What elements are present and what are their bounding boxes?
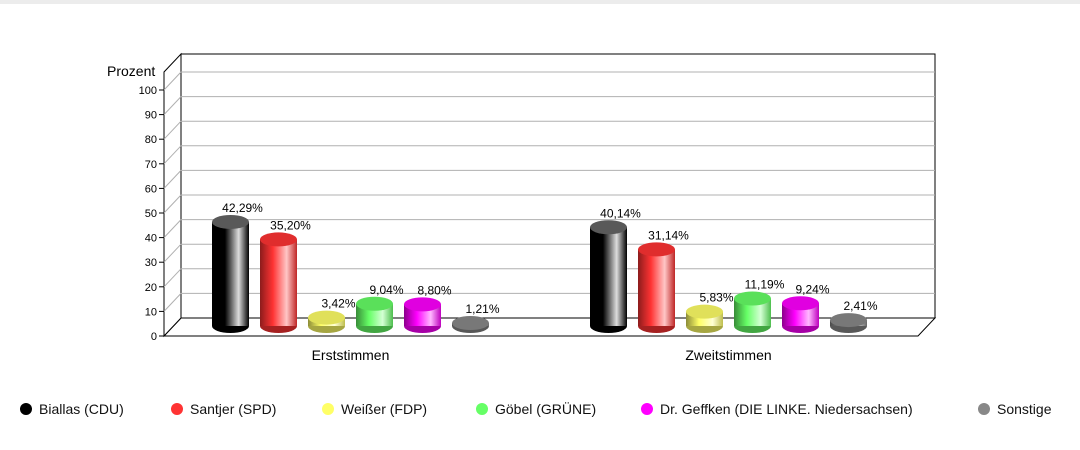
y-tick-label: 80 bbox=[145, 134, 157, 146]
chart-back-wall bbox=[180, 53, 936, 319]
bar-top bbox=[590, 220, 627, 235]
legend-label: Biallas (CDU) bbox=[39, 401, 124, 417]
data-label: 2,41% bbox=[843, 299, 877, 313]
chart-left-wall bbox=[163, 52, 182, 338]
y-tick-label: 50 bbox=[145, 208, 157, 220]
gridline-diagonal bbox=[163, 120, 182, 140]
data-label: 3,42% bbox=[321, 297, 355, 311]
y-tick-label: 30 bbox=[145, 257, 157, 269]
gridline-diagonal bbox=[163, 71, 182, 91]
legend-item: Biallas (CDU) bbox=[20, 401, 124, 417]
bar-body bbox=[638, 249, 675, 326]
gridline-diagonal bbox=[163, 243, 182, 263]
y-tick-label: 100 bbox=[139, 85, 157, 97]
data-label: 1,21% bbox=[465, 302, 499, 316]
y-tick-label: 90 bbox=[145, 110, 157, 122]
bar bbox=[782, 296, 819, 333]
bar bbox=[308, 310, 345, 333]
bar-top bbox=[734, 291, 771, 306]
data-label: 40,14% bbox=[600, 206, 641, 220]
data-label: 5,83% bbox=[699, 291, 733, 305]
legend-label: Dr. Geffken (DIE LINKE. Niedersachsen) bbox=[660, 401, 913, 417]
gridline-diagonal bbox=[163, 194, 182, 214]
bar-top bbox=[404, 297, 441, 312]
legend-item: Dr. Geffken (DIE LINKE. Niedersachsen) bbox=[641, 401, 913, 417]
gridline-diagonal bbox=[163, 219, 182, 238]
bar-body bbox=[260, 239, 297, 326]
bar bbox=[452, 316, 489, 333]
legend-item: Santjer (SPD) bbox=[171, 401, 276, 417]
legend-label: Göbel (GRÜNE) bbox=[495, 401, 597, 417]
x-category-label: Erststimmen bbox=[312, 347, 390, 363]
legend-label: Sonstige bbox=[997, 401, 1052, 417]
legend-item: Sonstige bbox=[978, 401, 1051, 417]
legend-label: Weißer (FDP) bbox=[341, 401, 428, 417]
legend-item: Göbel (GRÜNE) bbox=[476, 401, 596, 417]
gridline-diagonal bbox=[163, 293, 182, 312]
bar bbox=[260, 232, 297, 333]
bar bbox=[590, 220, 627, 333]
y-tick-label: 20 bbox=[145, 282, 157, 294]
gridline-diagonal bbox=[163, 96, 182, 115]
data-label: 11,19% bbox=[745, 277, 785, 291]
y-axis-label: Prozent bbox=[107, 63, 155, 79]
bar-top bbox=[212, 214, 249, 229]
bar bbox=[356, 296, 393, 333]
data-label: 31,14% bbox=[648, 228, 689, 242]
data-label: 9,24% bbox=[795, 282, 829, 296]
bar-top bbox=[452, 316, 489, 331]
bar-top bbox=[830, 313, 867, 328]
y-tick-label: 60 bbox=[145, 183, 157, 195]
legend-marker bbox=[171, 403, 183, 415]
x-category-label: Zweitstimmen bbox=[685, 347, 771, 363]
bar-top bbox=[356, 296, 393, 311]
bar-top bbox=[782, 296, 819, 311]
legend-item: Weißer (FDP) bbox=[322, 401, 427, 417]
y-tick-label: 10 bbox=[145, 306, 157, 318]
bar-body bbox=[590, 227, 627, 326]
bar-top bbox=[260, 232, 297, 247]
bar-top bbox=[308, 310, 345, 325]
data-label: 35,20% bbox=[270, 218, 311, 232]
bar-body bbox=[212, 221, 249, 326]
gridline-diagonal bbox=[163, 268, 182, 288]
bar-top bbox=[686, 304, 723, 319]
y-tick-label: 0 bbox=[151, 331, 157, 343]
legend-label: Santjer (SPD) bbox=[190, 401, 277, 417]
gridline-diagonal bbox=[163, 145, 182, 165]
y-tick-label: 40 bbox=[145, 233, 157, 245]
bar bbox=[212, 214, 249, 333]
legend-marker bbox=[978, 403, 990, 415]
gridline-diagonal bbox=[163, 170, 182, 189]
bar bbox=[404, 297, 441, 333]
top-bar bbox=[0, 0, 1080, 4]
legend-marker bbox=[476, 403, 488, 415]
bar-chart: 0 10 20 30 40 50 60 70 80 90 100 Prozent 42,29% 35,2… bbox=[107, 52, 937, 363]
data-label: 42,29% bbox=[222, 201, 263, 215]
bar bbox=[686, 304, 723, 333]
bar-top bbox=[638, 242, 675, 257]
chart-legend: Biallas (CDU) Santjer (SPD) Weißer (FDP) Gö… bbox=[0, 401, 1080, 421]
data-label: 9,04% bbox=[369, 283, 403, 297]
legend-marker bbox=[20, 403, 32, 415]
y-tick-label: 70 bbox=[145, 159, 157, 171]
bar bbox=[830, 313, 867, 333]
bar bbox=[734, 291, 771, 333]
bar bbox=[638, 242, 675, 333]
data-label: 8,80% bbox=[417, 283, 451, 297]
legend-marker bbox=[641, 403, 653, 415]
legend-marker bbox=[322, 403, 334, 415]
